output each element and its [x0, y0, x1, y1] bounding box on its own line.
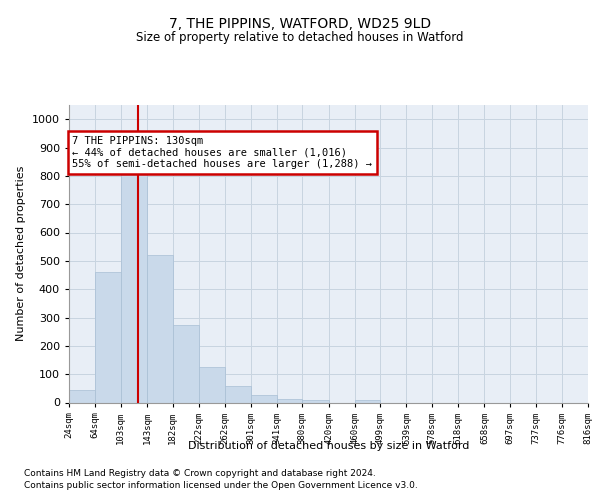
Bar	[277, 399, 302, 402]
Bar	[69, 390, 95, 402]
Bar	[95, 272, 121, 402]
Bar	[147, 255, 173, 402]
Text: 7 THE PIPPINS: 130sqm
← 44% of detached houses are smaller (1,016)
55% of semi-d: 7 THE PIPPINS: 130sqm ← 44% of detached …	[72, 136, 372, 170]
Bar	[199, 367, 225, 402]
Bar	[355, 400, 380, 402]
Bar	[251, 396, 277, 402]
Text: Size of property relative to detached houses in Watford: Size of property relative to detached ho…	[136, 32, 464, 44]
Text: 7, THE PIPPINS, WATFORD, WD25 9LD: 7, THE PIPPINS, WATFORD, WD25 9LD	[169, 17, 431, 31]
Text: Contains public sector information licensed under the Open Government Licence v3: Contains public sector information licen…	[24, 482, 418, 490]
Bar	[302, 400, 329, 402]
Text: Distribution of detached houses by size in Watford: Distribution of detached houses by size …	[188, 441, 469, 451]
Y-axis label: Number of detached properties: Number of detached properties	[16, 166, 26, 342]
Bar	[121, 173, 147, 402]
Text: Contains HM Land Registry data © Crown copyright and database right 2024.: Contains HM Land Registry data © Crown c…	[24, 469, 376, 478]
Bar	[225, 386, 251, 402]
Bar	[173, 324, 199, 402]
